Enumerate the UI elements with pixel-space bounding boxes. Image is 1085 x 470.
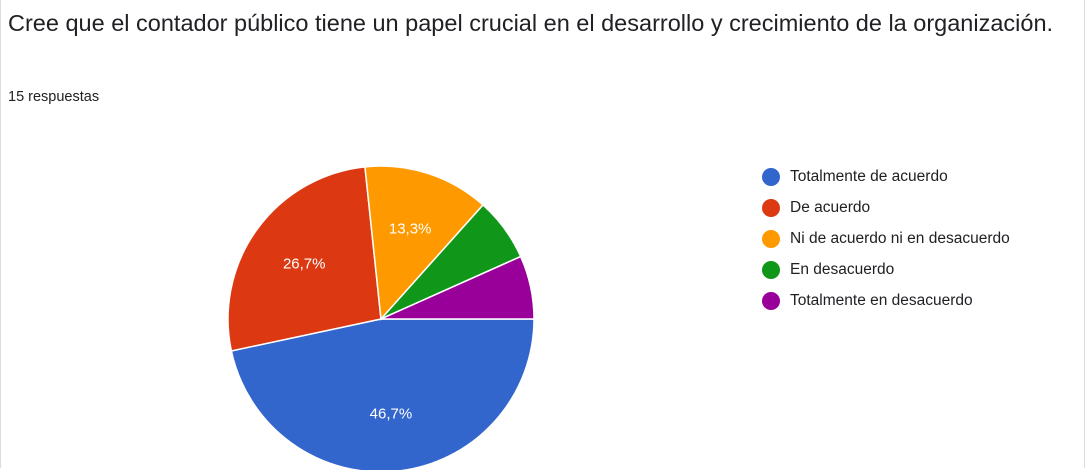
pie-slice-0[interactable] [230, 318, 535, 470]
legend-item-3[interactable]: En desacuerdo [762, 254, 1010, 285]
legend-swatch-icon [762, 198, 780, 217]
pie-slice-label-1: 26,7% [283, 255, 326, 272]
question-title: Cree que el contador público tiene un pa… [8, 10, 1054, 36]
pie-slice-4[interactable] [380, 255, 535, 320]
legend-label: Totalmente de acuerdo [790, 167, 948, 185]
response-count: 15 respuestas [8, 89, 100, 105]
legend-swatch-icon [762, 167, 780, 186]
chart-legend: Totalmente de acuerdo De acuerdo Ni de acu… [762, 161, 1010, 316]
legend-label: Ni de acuerdo ni en desacuerdo [790, 229, 1010, 247]
legend-item-0[interactable]: Totalmente de acuerdo [762, 161, 1010, 192]
legend-label: De acuerdo [790, 198, 871, 216]
legend-swatch-icon [762, 229, 780, 248]
legend-label: En desacuerdo [790, 260, 895, 278]
pie-slice-1[interactable] [227, 166, 382, 352]
legend-item-4[interactable]: Totalmente en desacuerdo [762, 285, 1010, 316]
legend-item-1[interactable]: De acuerdo [762, 192, 1010, 223]
legend-swatch-icon [762, 260, 780, 279]
legend-label: Totalmente en desacuerdo [790, 291, 973, 309]
pie-slice-label-2: 13,3% [389, 221, 432, 238]
legend-item-2[interactable]: Ni de acuerdo ni en desacuerdo [762, 223, 1010, 254]
pie-slice-label-0: 46,7% [370, 405, 413, 422]
legend-swatch-icon [762, 291, 780, 310]
pie-slice-2[interactable] [364, 165, 485, 321]
